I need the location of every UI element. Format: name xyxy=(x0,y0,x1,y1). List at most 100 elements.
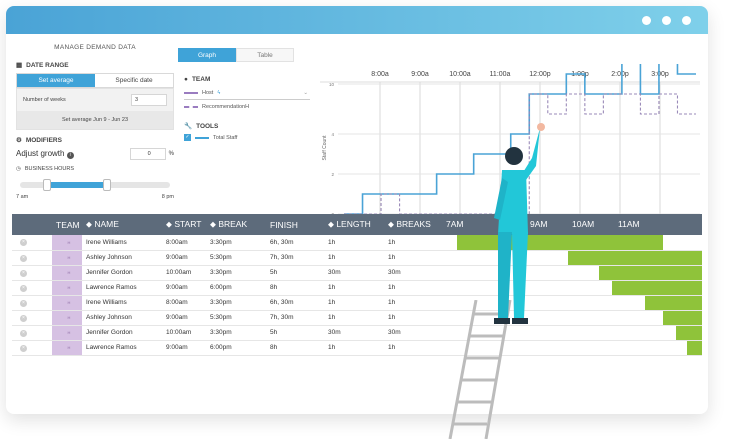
cell-remove: × xyxy=(12,295,52,311)
remove-row-icon[interactable]: × xyxy=(20,344,27,352)
slider-start-handle[interactable] xyxy=(43,179,51,191)
remove-row-icon[interactable]: × xyxy=(20,254,27,262)
cell-remove: × xyxy=(12,310,52,326)
col-name[interactable]: ⬥ NAME xyxy=(82,214,162,235)
cell-breaks: 30m xyxy=(384,265,444,281)
cell-finish: 7h, 30m xyxy=(266,250,324,266)
col-finish[interactable]: FINISH xyxy=(266,214,324,235)
slider-end-handle[interactable] xyxy=(103,179,111,191)
cell-team: H xyxy=(52,280,82,296)
table-row[interactable]: × H Jennifer Gordon 10:00am 3:30pm 5h 30m 30m xyxy=(12,265,702,281)
business-hours-slider[interactable] xyxy=(20,179,170,191)
x-tick-label: 11:00a xyxy=(490,71,511,78)
tab-graph[interactable]: Graph xyxy=(178,48,236,62)
x-tick-label: 3:00p xyxy=(651,71,669,78)
calendar-icon: ▦ xyxy=(16,62,23,69)
table-row[interactable]: × H Jennifer Gordon 10:00am 3:30pm 5h 30m 30m xyxy=(12,325,702,341)
cell-finish: 6h, 30m xyxy=(266,295,324,311)
y-tick-label: 4 xyxy=(331,132,334,137)
x-tick-label: 9:00a xyxy=(411,71,429,78)
time-header: 9AM xyxy=(530,219,548,229)
x-tick-label: 2:00p xyxy=(611,71,629,78)
set-average-button[interactable]: Set average xyxy=(17,74,95,87)
date-mode-toggle: Set average Specific date xyxy=(16,73,174,88)
lightning-icon: ϟ xyxy=(217,90,221,96)
cell-start: 9:00am xyxy=(162,310,206,326)
view-tabs: Graph Table xyxy=(178,48,294,62)
cell-remove: × xyxy=(12,265,52,281)
cell-team: H xyxy=(52,250,82,266)
business-hours-label: BUSINESS HOURS xyxy=(24,166,75,172)
person-icon: ● xyxy=(184,76,188,83)
col-remove xyxy=(12,214,52,235)
percent-unit: % xyxy=(168,151,174,157)
col-length[interactable]: ⬥ LENGTH xyxy=(324,214,384,235)
window-dot-icon[interactable] xyxy=(662,16,671,25)
y-axis-label: Staff Count xyxy=(322,135,328,161)
window-dot-icon[interactable] xyxy=(642,16,651,25)
team-select-value: Host xyxy=(202,90,214,96)
remove-row-icon[interactable]: × xyxy=(20,269,27,277)
adjust-growth-input[interactable]: 0 xyxy=(129,148,166,160)
specific-date-button[interactable]: Specific date xyxy=(115,77,153,84)
remove-row-icon[interactable]: × xyxy=(20,329,27,337)
cell-breaks: 1h xyxy=(384,310,444,326)
table-row[interactable]: × H Irene Williams 8:00am 3:30pm 6h, 30m 1h 1h xyxy=(12,235,702,251)
cell-name: Ashley Johnson xyxy=(82,250,162,266)
col-breaks[interactable]: ⬥ BREAKS xyxy=(384,214,444,235)
shift-bar[interactable] xyxy=(663,310,702,325)
cell-break: 3:30pm xyxy=(206,295,266,311)
table-row[interactable]: × H Ashley Johnson 9:00am 5:30pm 7h, 30m 1h 1h xyxy=(12,250,702,266)
cell-finish: 7h, 30m xyxy=(266,310,324,326)
weeks-input[interactable]: 3 xyxy=(131,94,167,106)
cell-team: H xyxy=(52,340,82,356)
schedule-table: TEAM ⬥ NAME ⬥ START ⬥ BREAK FINISH ⬥ LEN… xyxy=(12,214,702,356)
cell-team: H xyxy=(52,235,82,251)
wrench-icon: 🔧 xyxy=(184,123,193,130)
shift-bar[interactable] xyxy=(611,280,702,295)
total-staff-toggle[interactable]: ✓ Total Staff xyxy=(184,134,310,141)
timeline-cell xyxy=(444,340,702,356)
shift-bar[interactable] xyxy=(645,295,702,310)
checkbox-icon[interactable]: ✓ xyxy=(184,134,191,141)
table-row[interactable]: × H Lawrence Ramos 9:00am 6:00pm 8h 1h 1h xyxy=(12,340,702,356)
cell-length: 1h xyxy=(324,340,384,356)
tab-table[interactable]: Table xyxy=(236,48,294,62)
dashed-line-icon xyxy=(184,106,198,108)
info-icon[interactable]: i xyxy=(66,152,74,159)
team-panel: ● TEAM Host ϟ ⌄ RecommendationH 🔧 TOOLS … xyxy=(184,72,310,141)
shift-bar[interactable] xyxy=(686,340,702,355)
col-break[interactable]: ⬥ BREAK xyxy=(206,214,266,235)
time-header: 11AM xyxy=(618,219,640,229)
cell-start: 9:00am xyxy=(162,250,206,266)
date-range-label: DATE RANGE xyxy=(26,61,69,69)
table-row[interactable]: × H Ashley Johnson 9:00am 5:30pm 7h, 30m 1h 1h xyxy=(12,310,702,326)
y-tick-label: 2 xyxy=(331,172,334,177)
cell-name: Lawrence Ramos xyxy=(82,280,162,296)
remove-row-icon[interactable]: × xyxy=(20,239,27,247)
table-row[interactable]: × H Irene Williams 8:00am 3:30pm 6h, 30m 1h 1h xyxy=(12,295,702,311)
shift-bar[interactable] xyxy=(676,325,702,340)
remove-row-icon[interactable]: × xyxy=(20,284,27,292)
cell-remove: × xyxy=(12,250,52,266)
remove-row-icon[interactable]: × xyxy=(20,314,27,322)
title-bar xyxy=(6,6,708,34)
cell-length: 1h xyxy=(324,310,384,326)
team-select[interactable]: Host ϟ ⌄ xyxy=(184,87,310,100)
col-team[interactable]: TEAM xyxy=(52,214,82,235)
cell-finish: 5h xyxy=(266,325,324,341)
cell-break: 6:00pm xyxy=(206,280,266,296)
window-dot-icon[interactable] xyxy=(682,16,691,25)
col-start[interactable]: ⬥ START xyxy=(162,214,206,235)
shift-bar[interactable] xyxy=(567,250,702,265)
cell-break: 5:30pm xyxy=(206,310,266,326)
total-staff-label: Total Staff xyxy=(213,134,238,141)
cell-remove: × xyxy=(12,325,52,341)
clock-icon: ◷ xyxy=(16,166,21,172)
shift-bar[interactable] xyxy=(598,265,702,280)
cell-break: 5:30pm xyxy=(206,250,266,266)
remove-row-icon[interactable]: × xyxy=(20,299,27,307)
modifiers-header: ⚙ MODIFIERS xyxy=(16,136,174,145)
table-row[interactable]: × H Lawrence Ramos 9:00am 6:00pm 8h 1h 1h xyxy=(12,280,702,296)
cell-team: H xyxy=(52,325,82,341)
